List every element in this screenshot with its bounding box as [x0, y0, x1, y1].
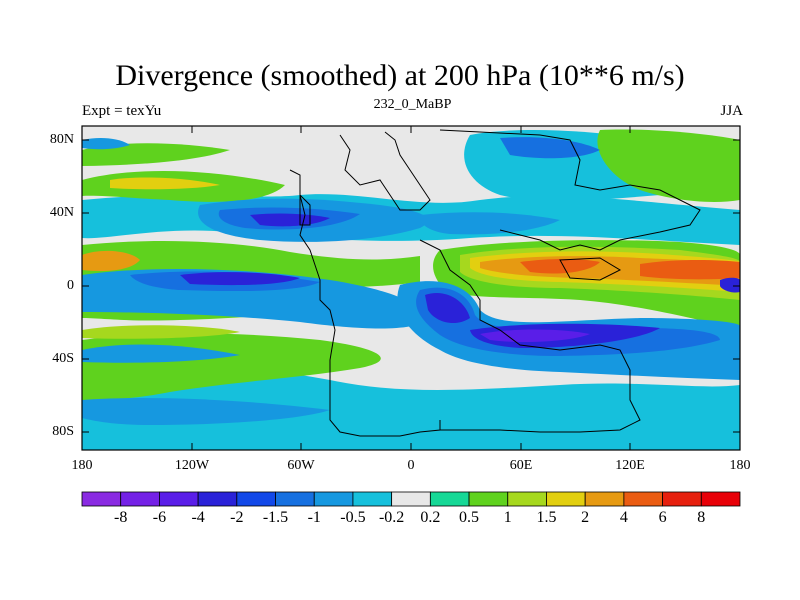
contour-region	[520, 259, 600, 274]
lon-label-60e: 60E	[509, 458, 533, 473]
colorbar-swatch	[120, 491, 160, 507]
colorbar-swatch	[623, 491, 663, 507]
colorbar-swatch	[236, 491, 276, 507]
colorbar-tick-label: -6	[152, 509, 167, 526]
lon-label-180e: 180	[729, 458, 751, 473]
colorbar-tick-label: -1	[307, 509, 321, 526]
contour-region	[720, 277, 740, 293]
colorbar-swatch	[159, 491, 199, 507]
colorbar-swatch	[197, 491, 238, 507]
contour-region	[500, 137, 600, 159]
colorbar-swatch	[352, 491, 393, 507]
colorbar-tick-label: 0.5	[459, 509, 480, 526]
colorbar-tick-label: 0.2	[420, 509, 441, 526]
lat-label-80n: 80N	[49, 132, 74, 147]
colorbar-swatch	[313, 491, 354, 507]
colorbar-tick-label: 4	[619, 509, 628, 526]
lon-label-180w: 180	[71, 458, 93, 473]
lon-label-60w: 60W	[287, 458, 315, 473]
coastlines	[289, 129, 701, 437]
contour-region	[640, 260, 740, 280]
colorbar-swatch	[584, 491, 625, 507]
coastline-island	[299, 193, 311, 226]
contour-region	[110, 177, 220, 190]
colorbar-swatch	[468, 491, 509, 507]
colorbar-tick-label: 6	[658, 509, 667, 526]
lat-label-80s: 80S	[52, 424, 74, 439]
coastline-laurasia	[339, 131, 431, 211]
case-label: 232_0_MaBP	[373, 97, 452, 112]
colorbar-tick-label: 2	[581, 509, 590, 526]
plot-title: Divergence (smoothed) at 200 hPa (10**6 …	[115, 59, 685, 92]
contour-region	[82, 143, 230, 166]
colorbar-tick-label: -8	[114, 509, 128, 526]
season-label: JJA	[720, 103, 743, 119]
lat-label-0: 0	[67, 278, 74, 293]
experiment-label: Expt = texYu	[82, 103, 162, 119]
contour-region	[82, 325, 240, 339]
coastline-americas	[289, 169, 441, 437]
lon-label-0: 0	[407, 458, 415, 473]
colorbar-tick-label: -4	[191, 509, 205, 526]
colorbar-tick-label: -0.2	[378, 509, 405, 526]
colorbar-swatch	[700, 491, 741, 507]
colorbar-swatch	[662, 491, 702, 507]
contour-region	[597, 129, 740, 202]
contour-region	[82, 398, 330, 425]
colorbar-tick-label: 1.5	[536, 509, 557, 526]
coastline-asia	[439, 129, 701, 251]
colorbar	[81, 491, 741, 507]
contour-region	[82, 250, 140, 271]
contour-region	[82, 344, 240, 363]
axis-ticks	[82, 126, 740, 450]
contour-region	[180, 272, 300, 286]
contour-region	[425, 292, 470, 324]
colorbar-swatch	[391, 491, 431, 507]
coastline-gondwana	[419, 239, 641, 433]
coastline-island	[559, 257, 622, 281]
colorbar-tick-label: 8	[697, 509, 706, 526]
colorbar-swatch	[275, 491, 315, 507]
contour-region	[82, 137, 130, 150]
lat-label-40s: 40S	[52, 351, 74, 366]
lon-label-120w: 120W	[174, 458, 210, 473]
colorbar-swatch	[429, 491, 470, 507]
colorbar-swatch	[507, 491, 547, 507]
lat-label-40n: 40N	[49, 205, 74, 220]
colorbar-tick-label: -0.5	[340, 509, 366, 526]
colorbar-swatch	[546, 491, 586, 507]
colorbar-swatch	[81, 491, 122, 507]
colorbar-tick-label: -2	[230, 509, 244, 526]
colorbar-tick-label: -1.5	[262, 509, 289, 526]
contour-region	[480, 329, 590, 342]
lon-label-120e: 120E	[615, 458, 645, 473]
contour-region	[419, 212, 560, 235]
colorbar-tick-label: 1	[503, 509, 512, 526]
